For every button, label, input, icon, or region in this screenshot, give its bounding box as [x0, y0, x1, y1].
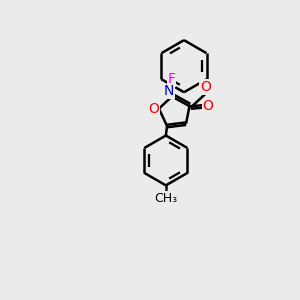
Text: N: N: [164, 85, 174, 98]
Text: O: O: [202, 99, 213, 113]
Text: CH₃: CH₃: [154, 192, 177, 205]
Text: O: O: [148, 102, 159, 116]
Text: O: O: [200, 80, 211, 94]
Text: F: F: [168, 72, 176, 86]
